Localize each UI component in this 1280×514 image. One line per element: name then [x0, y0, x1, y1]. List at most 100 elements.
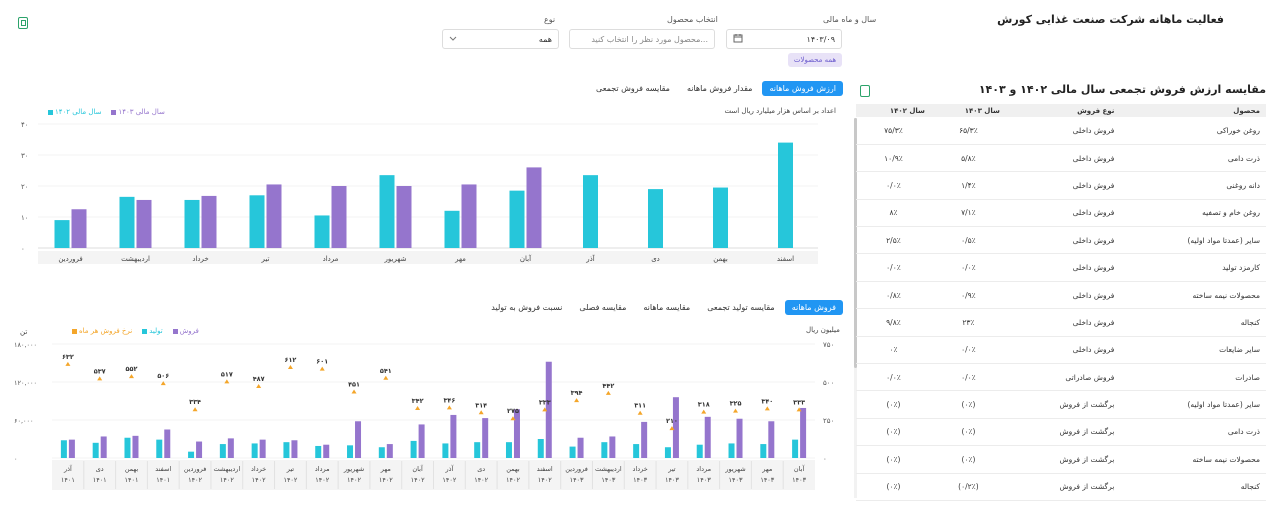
rate-marker[interactable] — [128, 374, 134, 379]
bar-1403[interactable] — [778, 142, 793, 248]
bar-1402[interactable] — [396, 186, 412, 248]
bar-sales[interactable] — [92, 442, 99, 458]
rate-marker[interactable] — [796, 407, 802, 412]
bar-production[interactable] — [641, 421, 648, 458]
bar-sales[interactable] — [219, 444, 226, 458]
tab-monthly-sales[interactable]: فروش ماهانه — [784, 300, 843, 315]
bar-sales[interactable] — [315, 445, 322, 458]
table-scrollbar-thumb[interactable] — [854, 118, 857, 368]
bar-1403[interactable] — [444, 210, 460, 248]
bar-1403[interactable] — [54, 220, 70, 248]
excel-export-icon[interactable] — [860, 85, 870, 97]
tab-cumulative-sales-comparison[interactable]: مقایسه فروش تجمعی — [596, 84, 670, 93]
rate-marker[interactable] — [287, 364, 293, 369]
bar-sales[interactable] — [410, 440, 417, 458]
legend-item-production[interactable]: تولید — [142, 327, 163, 335]
legend-item-1402[interactable]: سال مالی ۱۴۰۲ — [48, 108, 101, 116]
tab-sales-to-production[interactable]: نسبت فروش به تولید — [491, 303, 563, 312]
tab-seasonal-comparison[interactable]: مقایسه فصلی — [579, 303, 627, 312]
rate-marker[interactable] — [415, 406, 421, 411]
tab-monthly-comparison[interactable]: مقایسه ماهانه — [643, 303, 691, 312]
rate-marker[interactable] — [65, 361, 71, 366]
bar-production[interactable] — [672, 397, 679, 458]
bar-sales[interactable] — [633, 444, 640, 458]
rate-marker[interactable] — [160, 381, 166, 386]
bar-production[interactable] — [259, 439, 266, 458]
rate-marker[interactable] — [97, 376, 103, 381]
bar-1403[interactable] — [249, 195, 265, 248]
bar-production[interactable] — [609, 436, 616, 458]
rate-marker[interactable] — [669, 426, 675, 431]
bar-1403[interactable] — [713, 187, 728, 248]
bar-production[interactable] — [386, 444, 393, 458]
date-filter-input[interactable]: ۱۴۰۳/۰۹ — [726, 29, 842, 49]
bar-production[interactable] — [132, 435, 139, 458]
product-select[interactable]: محصول مورد نظر را انتخاب کنید... — [569, 29, 715, 49]
bar-production[interactable] — [418, 424, 425, 458]
bar-production[interactable] — [768, 421, 775, 458]
bar-sales[interactable] — [124, 437, 131, 458]
bar-sales[interactable] — [664, 447, 671, 458]
bar-sales[interactable] — [696, 444, 703, 458]
bar-sales[interactable] — [792, 439, 799, 458]
bar-1403[interactable] — [379, 175, 395, 248]
bar-production[interactable] — [323, 444, 330, 458]
bar-sales[interactable] — [188, 451, 195, 458]
bar-production[interactable] — [100, 436, 107, 458]
rate-marker[interactable] — [733, 408, 739, 413]
rate-marker[interactable] — [478, 410, 484, 415]
bar-1402[interactable] — [461, 184, 477, 248]
all-products-chip[interactable]: همه محصولات — [788, 53, 842, 67]
bar-1402[interactable] — [71, 209, 87, 248]
rate-marker[interactable] — [605, 390, 611, 395]
rate-marker[interactable] — [383, 375, 389, 380]
excel-export-icon[interactable] — [18, 17, 28, 29]
type-select[interactable]: همه — [442, 29, 559, 49]
bar-production[interactable] — [227, 438, 234, 458]
bar-sales[interactable] — [505, 442, 512, 458]
bar-1403[interactable] — [184, 199, 200, 248]
rate-marker[interactable] — [701, 409, 707, 414]
bar-production[interactable] — [800, 407, 807, 458]
bar-production[interactable] — [291, 440, 298, 458]
bar-1402[interactable] — [266, 184, 282, 248]
tab-cumulative-production[interactable]: مقایسه تولید تجمعی — [707, 303, 775, 312]
bar-sales[interactable] — [474, 442, 481, 458]
bar-sales[interactable] — [442, 443, 449, 458]
bar-sales[interactable] — [569, 446, 576, 458]
rate-marker[interactable] — [574, 398, 580, 403]
header-year-1402[interactable]: سال ۱۴۰۲ — [856, 104, 931, 117]
rate-marker[interactable] — [764, 406, 770, 411]
legend-item-1403[interactable]: سال مالی ۱۴۰۳ — [111, 108, 165, 116]
bar-1402[interactable] — [331, 186, 347, 248]
tab-monthly-sales-quantity[interactable]: مقدار فروش ماهانه — [686, 84, 753, 93]
bar-1403[interactable] — [648, 189, 663, 248]
bar-1403[interactable] — [509, 190, 525, 248]
bar-sales[interactable] — [728, 443, 735, 458]
bar-1403[interactable] — [314, 215, 330, 248]
rate-marker[interactable] — [510, 416, 516, 421]
header-sale-type[interactable]: نوع فروش — [1005, 104, 1121, 117]
rate-marker[interactable] — [351, 389, 357, 394]
rate-marker[interactable] — [192, 407, 198, 412]
bar-production[interactable] — [196, 441, 203, 458]
bar-production[interactable] — [164, 429, 171, 459]
bar-production[interactable] — [545, 361, 552, 458]
rate-marker[interactable] — [446, 405, 452, 410]
bar-production[interactable] — [68, 439, 75, 458]
bar-production[interactable] — [513, 409, 520, 458]
bar-sales[interactable] — [156, 439, 163, 458]
bar-1403[interactable] — [119, 196, 135, 248]
bar-sales[interactable] — [760, 444, 767, 458]
bar-sales[interactable] — [378, 447, 385, 458]
bar-production[interactable] — [577, 437, 584, 458]
bar-1402[interactable] — [201, 195, 217, 248]
rate-marker[interactable] — [224, 379, 230, 384]
rate-marker[interactable] — [542, 407, 548, 412]
bar-production[interactable] — [450, 414, 457, 458]
header-year-1403[interactable]: سال ۱۴۰۳ — [930, 104, 1006, 117]
bar-production[interactable] — [704, 416, 711, 458]
bar-sales[interactable] — [537, 439, 544, 458]
bar-production[interactable] — [482, 418, 489, 458]
bar-1402[interactable] — [136, 199, 152, 248]
